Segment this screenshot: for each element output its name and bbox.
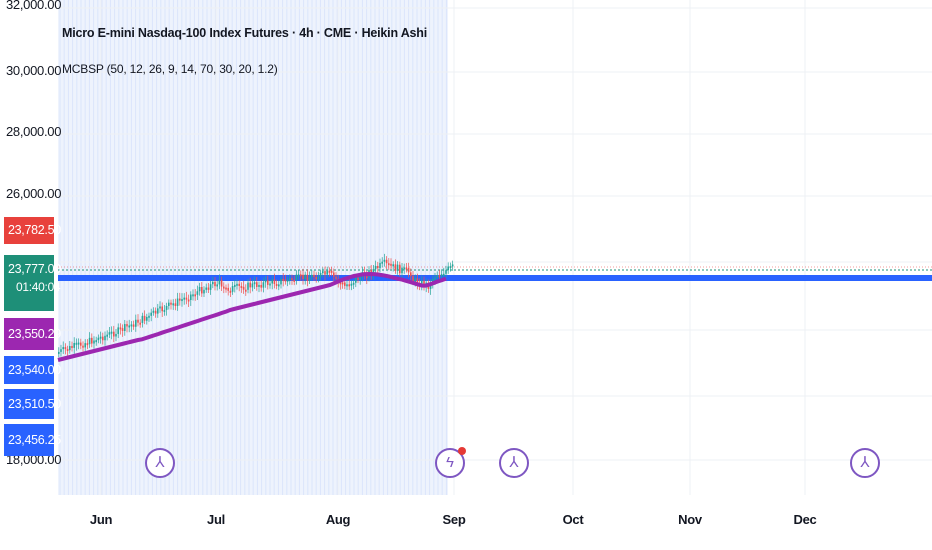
indicator-legend[interactable]: MCBSP (50, 12, 26, 9, 14, 70, 30, 20, 1.… <box>62 62 278 76</box>
level-badge-a: 23,540.00 <box>4 356 61 384</box>
level-badge-c: 23,456.25 <box>4 424 61 456</box>
y-tick-28000: 28,000.00 <box>6 124 62 139</box>
x-tick-sep: Sep <box>442 512 466 527</box>
current-price-badge: 23,777.00 01:40:04 <box>4 255 61 311</box>
y-tick-32000: 32,000.00 <box>6 0 62 12</box>
chart-canvas[interactable] <box>0 0 932 495</box>
x-tick-oct: Oct <box>562 512 584 527</box>
chart-pane[interactable]: Micro E-mini Nasdaq-100 Index Futures · … <box>0 0 932 495</box>
level-badge-b: 23,510.50 <box>4 389 61 419</box>
split-icon[interactable]: ⅄ <box>850 448 880 478</box>
x-tick-jun: Jun <box>89 512 113 527</box>
split-icon[interactable]: ⅄ <box>499 448 529 478</box>
symbol-legend[interactable]: Micro E-mini Nasdaq-100 Index Futures · … <box>62 26 427 40</box>
chart-grid <box>58 0 932 495</box>
session-shading <box>58 0 448 495</box>
bar-countdown: 01:40:04 <box>16 280 61 294</box>
x-tick-dec: Dec <box>793 512 817 527</box>
price-levels <box>58 266 932 281</box>
ma-price-badge: 23,550.29 <box>4 318 61 350</box>
x-tick-jul: Jul <box>207 512 225 527</box>
high-price-badge: 23,782.50 <box>4 217 61 244</box>
y-tick-30000: 30,000.00 <box>6 63 62 78</box>
alert-dot <box>458 447 466 455</box>
x-tick-nov: Nov <box>678 512 702 527</box>
lightning-icon[interactable]: ϟ <box>435 447 466 478</box>
y-tick-26000: 26,000.00 <box>6 186 62 201</box>
x-tick-aug: Aug <box>325 512 351 527</box>
split-icon[interactable]: ⅄ <box>145 448 175 478</box>
moving-average-line <box>57 271 447 362</box>
current-price-value: 23,777.00 <box>8 262 61 276</box>
